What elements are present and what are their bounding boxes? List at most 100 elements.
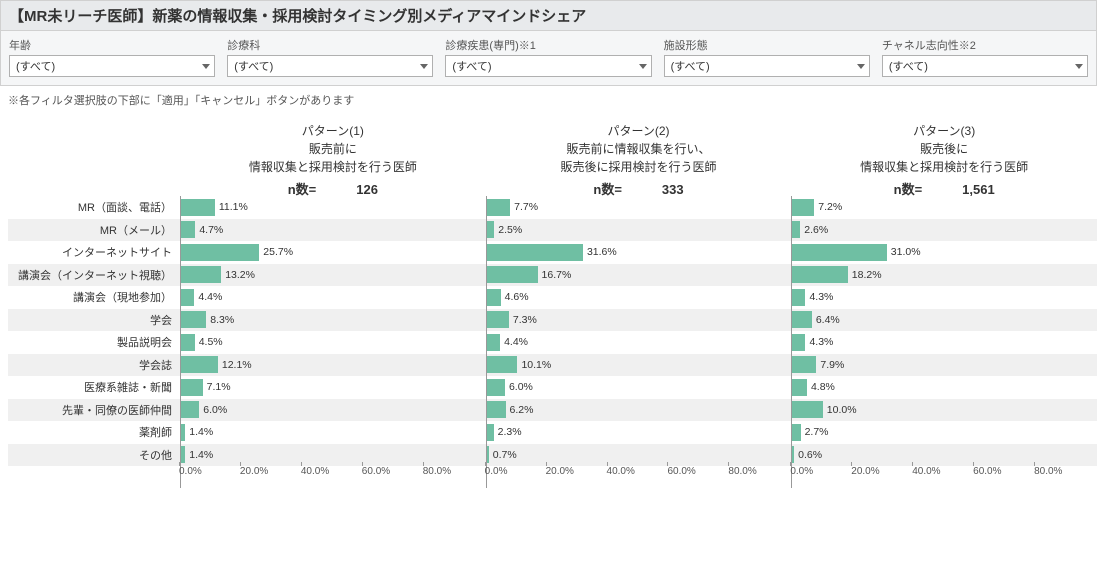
filter-select-4[interactable]: (すべて) <box>882 55 1088 77</box>
category-label: 講演会（インターネット視聴） <box>8 267 180 283</box>
bar-value-label: 6.2% <box>506 404 534 416</box>
bar-area: 4.5% <box>180 331 486 354</box>
axis-tick: 20.0% <box>851 466 879 477</box>
axis-tick: 80.0% <box>1034 466 1062 477</box>
bar-area: 2.6% <box>791 219 1097 242</box>
pattern-header-2: パターン(2) 販売前に情報収集を行い、 販売後に採用検討を行う医師 n数=33… <box>486 118 792 196</box>
filter-select-3[interactable]: (すべて) <box>664 55 870 77</box>
bar-value-label: 7.2% <box>814 201 842 213</box>
filter-label-1: 診療科 <box>227 37 433 53</box>
bar-value-label: 7.9% <box>816 359 844 371</box>
bar <box>487 424 494 441</box>
filter-select-0[interactable]: (すべて) <box>9 55 215 77</box>
bar-value-label: 1.4% <box>185 426 213 438</box>
bar-area: 7.1% <box>180 376 486 399</box>
bar-area: 7.2% <box>791 196 1097 219</box>
bar-value-label: 1.4% <box>185 449 213 461</box>
bar <box>792 221 800 238</box>
bar <box>792 199 814 216</box>
bar-value-label: 2.6% <box>800 224 828 236</box>
category-label: 医療系雑誌・新聞 <box>8 379 180 395</box>
bar <box>792 266 847 283</box>
axis-tick: 20.0% <box>546 466 574 477</box>
category-label: 先輩・同僚の医師仲間 <box>8 402 180 418</box>
axis-tick: 40.0% <box>301 466 329 477</box>
axis-tick: 80.0% <box>423 466 451 477</box>
bar-value-label: 13.2% <box>221 269 255 281</box>
bar <box>181 266 221 283</box>
axis-tick: 0.0% <box>485 466 508 477</box>
bar <box>792 401 822 418</box>
bar-value-label: 12.1% <box>218 359 252 371</box>
bar <box>792 424 800 441</box>
axis-tick: 40.0% <box>607 466 635 477</box>
filter-value-0: (すべて) <box>16 58 55 74</box>
bar-value-label: 7.7% <box>510 201 538 213</box>
x-axis: 0.0%20.0%40.0%60.0%80.0% <box>486 466 792 488</box>
bar-value-label: 31.6% <box>583 246 617 258</box>
bar <box>181 379 203 396</box>
bar <box>181 334 195 351</box>
bar-value-label: 6.0% <box>505 381 533 393</box>
filter-label-2: 診療疾患(専門)※1 <box>445 37 651 53</box>
bar-area: 8.3% <box>180 309 486 332</box>
bar <box>181 221 195 238</box>
axis-tick: 60.0% <box>667 466 695 477</box>
bar-area: 4.7% <box>180 219 486 242</box>
bar <box>792 334 805 351</box>
bar-area: 2.3% <box>486 421 792 444</box>
bar <box>792 356 816 373</box>
bar-value-label: 31.0% <box>887 246 921 258</box>
chevron-down-icon <box>639 64 647 69</box>
bar <box>792 379 807 396</box>
axis-tick: 0.0% <box>179 466 202 477</box>
pattern-header-1: パターン(1) 販売前に 情報収集と採用検討を行う医師 n数=126 <box>180 118 486 196</box>
bar-area: 4.6% <box>486 286 792 309</box>
filter-value-1: (すべて) <box>234 58 273 74</box>
bar-area: 31.6% <box>486 241 792 264</box>
filter-select-2[interactable]: (すべて) <box>445 55 651 77</box>
category-label: 講演会（現地参加） <box>8 289 180 305</box>
category-label: インターネットサイト <box>8 244 180 260</box>
axis-tick: 60.0% <box>362 466 390 477</box>
bar-value-label: 2.7% <box>801 426 829 438</box>
page-title: 【MR未リーチ医師】新薬の情報収集・採用検討タイミング別メディアマインドシェア <box>0 0 1097 31</box>
bar-value-label: 2.5% <box>494 224 522 236</box>
axis-tick: 20.0% <box>240 466 268 477</box>
filter-note: ※各フィルタ選択肢の下部に「適用」「キャンセル」ボタンがあります <box>0 86 1097 118</box>
bar-value-label: 4.4% <box>500 336 528 348</box>
bar <box>181 356 218 373</box>
bar-value-label: 4.4% <box>194 291 222 303</box>
filter-select-1[interactable]: (すべて) <box>227 55 433 77</box>
bar <box>181 199 215 216</box>
chevron-down-icon <box>1075 64 1083 69</box>
bar-value-label: 18.2% <box>848 269 882 281</box>
bar-area: 16.7% <box>486 264 792 287</box>
chevron-down-icon <box>420 64 428 69</box>
bar <box>487 266 538 283</box>
bar <box>181 289 194 306</box>
bar-area: 0.7% <box>486 444 792 467</box>
filter-value-3: (すべて) <box>671 58 710 74</box>
axis-tick: 0.0% <box>790 466 813 477</box>
bar-value-label: 2.3% <box>494 426 522 438</box>
bar <box>181 311 206 328</box>
bar-value-label: 6.4% <box>812 314 840 326</box>
axis-tick: 40.0% <box>912 466 940 477</box>
pattern-header-3: パターン(3) 販売後に 情報収集と採用検討を行う医師 n数=1,561 <box>791 118 1097 196</box>
category-label: その他 <box>8 447 180 463</box>
bar-value-label: 10.1% <box>517 359 551 371</box>
chevron-down-icon <box>857 64 865 69</box>
category-label: MR（メール） <box>8 222 180 238</box>
filter-value-2: (すべて) <box>452 58 491 74</box>
bar-value-label: 25.7% <box>259 246 293 258</box>
bar-area: 6.2% <box>486 399 792 422</box>
bar-area: 11.1% <box>180 196 486 219</box>
bar-value-label: 7.1% <box>203 381 231 393</box>
bar-area: 6.4% <box>791 309 1097 332</box>
bar <box>487 379 505 396</box>
bar-area: 18.2% <box>791 264 1097 287</box>
bar <box>792 311 811 328</box>
bar <box>487 199 510 216</box>
bar-value-label: 16.7% <box>538 269 572 281</box>
